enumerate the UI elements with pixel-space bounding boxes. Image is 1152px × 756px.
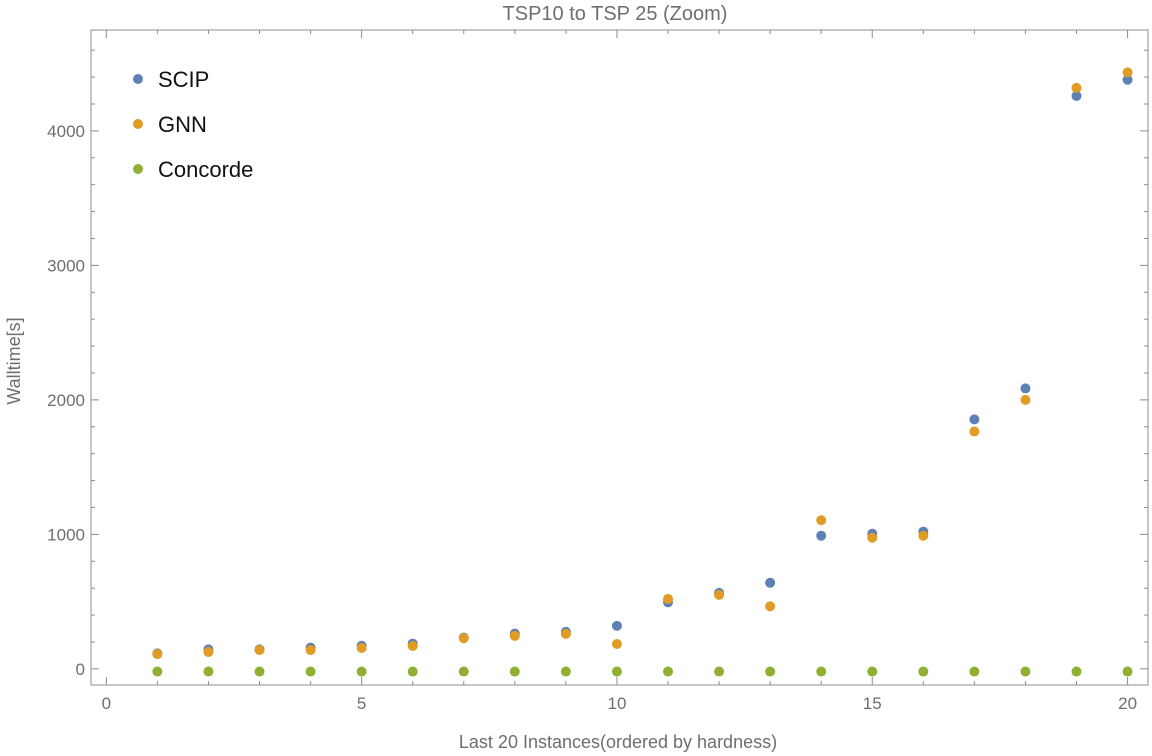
legend-label-scip: SCIP xyxy=(158,67,209,92)
concorde-point xyxy=(714,666,725,677)
gnn-point xyxy=(765,601,776,612)
x-tick-label: 20 xyxy=(1118,694,1137,713)
y-tick-label: 3000 xyxy=(47,256,85,275)
data-points xyxy=(152,67,1133,677)
y-tick-label: 0 xyxy=(76,660,85,679)
concorde-point xyxy=(203,666,214,677)
gnn-point xyxy=(918,530,929,541)
legend-marker-concorde xyxy=(133,164,143,174)
legend-label-concorde: Concorde xyxy=(158,157,253,182)
scip-point xyxy=(1122,74,1133,85)
concorde-point xyxy=(1020,666,1031,677)
concorde-point xyxy=(1122,666,1133,677)
concorde-point xyxy=(663,666,674,677)
gnn-point xyxy=(816,515,827,526)
gnn-point xyxy=(560,628,571,639)
concorde-point xyxy=(356,666,367,677)
y-axis-title: Walltime[s] xyxy=(4,317,24,404)
y-axis: 0 1000 2000 3000 4000 xyxy=(47,49,1148,679)
scip-point xyxy=(816,530,827,541)
gnn-point xyxy=(1020,394,1031,405)
scip-point xyxy=(969,414,980,425)
concorde-point xyxy=(611,666,622,677)
concorde-point xyxy=(509,666,520,677)
legend: SCIP GNN Concorde xyxy=(133,67,253,182)
x-tick-label: 15 xyxy=(863,694,882,713)
legend-marker-scip xyxy=(133,74,143,84)
x-tick-label: 0 xyxy=(102,694,111,713)
concorde-point xyxy=(560,666,571,677)
gnn-point xyxy=(611,638,622,649)
scip-point xyxy=(765,577,776,588)
gnn-point xyxy=(867,532,878,543)
gnn-point xyxy=(458,633,469,644)
scip-point xyxy=(1020,383,1031,394)
gnn-point xyxy=(1122,67,1133,78)
y-tick-label: 2000 xyxy=(47,391,85,410)
x-axis: 0 5 10 15 20 xyxy=(102,30,1137,713)
gnn-point xyxy=(1071,82,1082,93)
gnn-point xyxy=(305,645,316,656)
concorde-point xyxy=(152,666,163,677)
legend-marker-gnn xyxy=(133,119,143,129)
gnn-point xyxy=(356,643,367,654)
y-tick-label: 4000 xyxy=(47,122,85,141)
chart-title: TSP10 to TSP 25 (Zoom) xyxy=(503,3,728,25)
gnn-point xyxy=(509,630,520,641)
concorde-point xyxy=(867,666,878,677)
x-axis-title: Last 20 Instances(ordered by hardness) xyxy=(459,732,777,752)
concorde-point xyxy=(458,666,469,677)
y-tick-label: 1000 xyxy=(47,525,85,544)
concorde-point xyxy=(407,666,418,677)
concorde-point xyxy=(918,666,929,677)
concorde-point xyxy=(765,666,776,677)
x-tick-label: 5 xyxy=(357,694,366,713)
gnn-point xyxy=(663,593,674,604)
plot-frame xyxy=(90,29,1149,686)
concorde-point xyxy=(1071,666,1082,677)
legend-label-gnn: GNN xyxy=(158,112,207,137)
gnn-point xyxy=(203,647,214,658)
concorde-point xyxy=(254,666,265,677)
gnn-point xyxy=(969,426,980,437)
gnn-point xyxy=(254,645,265,656)
concorde-point xyxy=(305,666,316,677)
gnn-point xyxy=(407,640,418,651)
gnn-point xyxy=(714,589,725,600)
concorde-point xyxy=(816,666,827,677)
x-tick-label: 10 xyxy=(607,694,626,713)
concorde-point xyxy=(969,666,980,677)
scip-point xyxy=(611,620,622,631)
gnn-point xyxy=(152,649,163,660)
scip-point xyxy=(1071,90,1082,101)
